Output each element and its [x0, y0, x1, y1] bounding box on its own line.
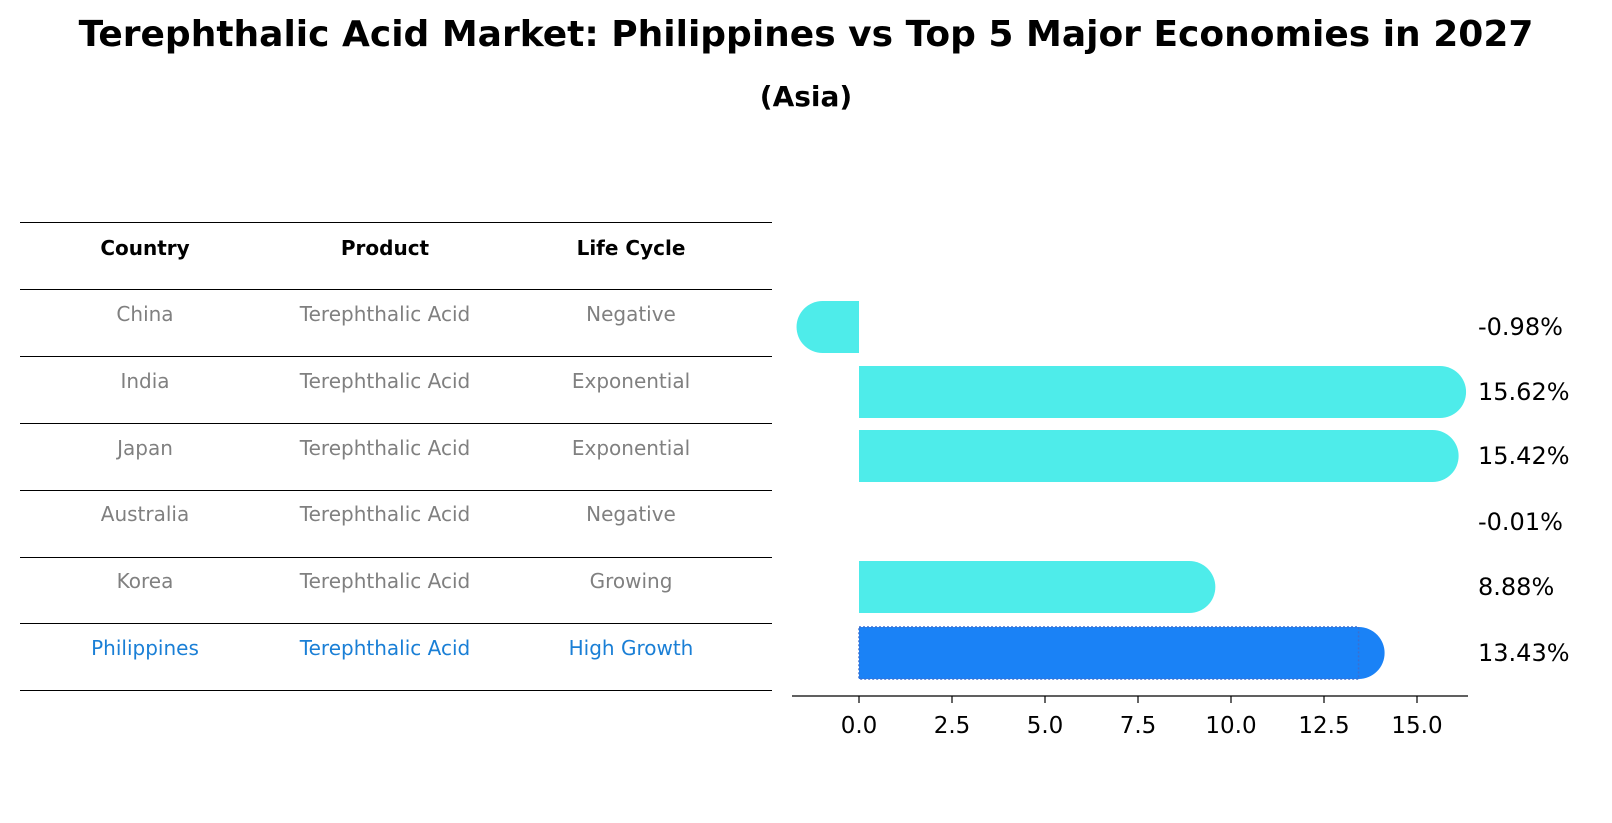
bar — [859, 430, 1459, 482]
x-tick-label: 7.5 — [1120, 713, 1157, 739]
table-rule — [20, 490, 772, 491]
chart-title: Terephthalic Acid Market: Philippines vs… — [78, 14, 1534, 55]
header-country: Country — [100, 236, 190, 260]
bar — [796, 301, 859, 353]
x-tick-label: 15.0 — [1391, 713, 1442, 739]
bar — [859, 366, 1467, 418]
bar-shape — [859, 430, 1433, 482]
bar-shape — [1414, 366, 1467, 418]
bar — [859, 561, 1216, 613]
cell-life-cycle: Negative — [586, 302, 676, 326]
bar-value-label: 15.42% — [1478, 442, 1570, 470]
x-tick-label: 2.5 — [934, 713, 971, 739]
x-tick-label: 5.0 — [1027, 713, 1064, 739]
cell-life-cycle: Exponential — [571, 369, 691, 393]
cell-country: Philippines — [91, 636, 199, 660]
bar-shape — [1163, 561, 1216, 613]
cell-country: Japan — [117, 436, 173, 460]
x-tick-label: 0.0 — [841, 713, 878, 739]
table-rule — [20, 289, 772, 290]
bar-shape — [858, 626, 1360, 680]
bar-value-label: 13.43% — [1478, 639, 1570, 667]
table-rule — [20, 690, 772, 691]
cell-life-cycle: Exponential — [571, 436, 691, 460]
table-rule — [20, 557, 772, 558]
cell-product: Terephthalic Acid — [299, 436, 471, 460]
header-life-cycle: Life Cycle — [576, 236, 686, 260]
bar-shape — [859, 366, 1441, 418]
chart-subtitle: (Asia) — [759, 80, 853, 113]
bar-shape — [1406, 430, 1459, 482]
cell-life-cycle: Negative — [586, 502, 676, 526]
header-product: Product — [340, 236, 430, 260]
cell-product: Terephthalic Acid — [299, 502, 471, 526]
bar-value-label: 15.62% — [1478, 378, 1570, 406]
x-tick-label: 12.5 — [1298, 713, 1349, 739]
cell-country: China — [116, 302, 174, 326]
cell-country: India — [120, 369, 170, 393]
cell-product: Terephthalic Acid — [299, 302, 471, 326]
bar-shape — [859, 627, 1359, 679]
cell-life-cycle: High Growth — [568, 636, 694, 660]
bar-value-label: -0.01% — [1478, 508, 1563, 536]
cell-country: Korea — [116, 569, 174, 593]
bar-value-label: -0.98% — [1478, 313, 1563, 341]
table-rule — [20, 356, 772, 357]
bar-shape — [796, 301, 849, 353]
bar-value-label: 8.88% — [1478, 573, 1554, 601]
x-tick-label: 10.0 — [1205, 713, 1256, 739]
table-rule — [20, 623, 772, 624]
bar-shape — [859, 561, 1190, 613]
cell-product: Terephthalic Acid — [299, 369, 471, 393]
cell-country: Australia — [100, 502, 190, 526]
bar — [858, 626, 1385, 680]
cell-product: Terephthalic Acid — [299, 636, 471, 660]
cell-life-cycle: Growing — [589, 569, 673, 593]
table-rule — [20, 222, 772, 223]
table-rule — [20, 423, 772, 424]
cell-product: Terephthalic Acid — [299, 569, 471, 593]
